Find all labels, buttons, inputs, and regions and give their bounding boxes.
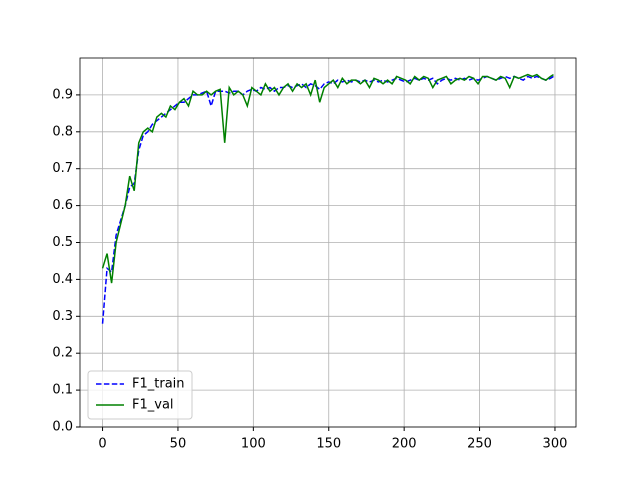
x-tick-label: 0 <box>98 437 106 452</box>
x-tick-label: 200 <box>392 437 417 452</box>
y-tick-label: 0.2 <box>52 346 73 361</box>
y-tick-label: 0.1 <box>52 383 73 398</box>
x-tick-label: 300 <box>543 437 568 452</box>
y-tick-label: 0.4 <box>52 272 73 287</box>
y-tick-label: 0.5 <box>52 235 73 250</box>
y-tick-label: 0.7 <box>52 161 73 176</box>
data-line <box>101 73 554 284</box>
x-tick-label: 50 <box>170 437 187 452</box>
data-line <box>101 75 554 324</box>
y-tick-label: 0.6 <box>52 198 73 213</box>
legend-box <box>87 370 193 420</box>
x-tick-label: 250 <box>467 437 492 452</box>
axes-frame <box>79 57 577 428</box>
y-tick-label: 0.8 <box>52 124 73 139</box>
y-tick-label: 0.0 <box>52 420 73 435</box>
x-tick-label: 100 <box>241 437 266 452</box>
legend: F1_train F1_val <box>87 370 193 420</box>
legend-label: F1_val <box>132 398 174 413</box>
y-tick-label: 0.3 <box>52 309 73 324</box>
x-tick-label: 150 <box>316 437 341 452</box>
y-tick-label: 0.9 <box>52 87 73 102</box>
legend-label: F1_train <box>132 377 185 392</box>
